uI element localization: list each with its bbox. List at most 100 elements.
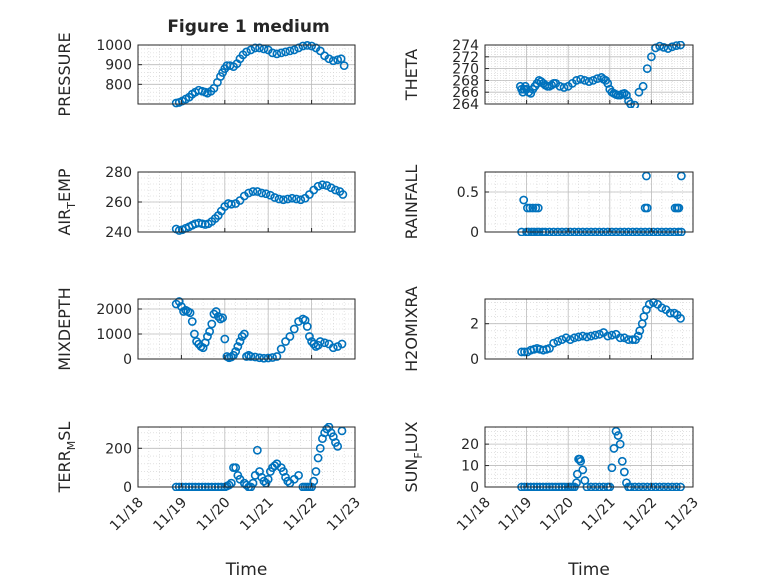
data-point — [272, 352, 282, 361]
data-point — [611, 426, 621, 436]
data-point — [547, 80, 556, 90]
data-point — [231, 463, 241, 473]
x-tick-label: 11/20 — [537, 495, 577, 535]
data-point — [292, 194, 301, 204]
y-tick-label: 200 — [105, 441, 132, 457]
data-point — [333, 441, 343, 451]
marker-group — [517, 298, 685, 357]
y-tick-label: 10 — [461, 459, 479, 475]
data-point — [281, 337, 290, 346]
data-point — [555, 81, 565, 91]
data-point — [250, 43, 260, 53]
data-point — [337, 426, 347, 436]
x-tick-label: 11/23 — [324, 495, 364, 535]
y-axis-label: H2OMIXRA — [402, 286, 421, 372]
data-point — [671, 41, 681, 50]
x-tick-label: 11/19 — [150, 495, 190, 535]
x-tick-label: 11/19 — [496, 495, 536, 535]
data-point — [517, 347, 527, 357]
data-point — [198, 343, 208, 353]
data-point — [307, 41, 316, 51]
data-point — [322, 181, 332, 190]
data-point — [667, 42, 677, 52]
data-point — [242, 47, 251, 57]
data-point — [281, 47, 290, 57]
y-tick-label: 272 — [452, 50, 479, 66]
subplot-pressure: 800 900 1000 PRESSURE Figure 1 medium — [55, 17, 356, 117]
data-point — [296, 195, 306, 205]
y-tick-label: 280 — [105, 165, 132, 181]
data-point — [285, 46, 295, 56]
data-point — [630, 100, 640, 108]
data-point — [642, 171, 651, 181]
data-point — [525, 203, 535, 213]
data-point — [576, 456, 586, 466]
data-point — [328, 343, 338, 353]
data-point — [615, 333, 625, 343]
data-point — [246, 45, 256, 55]
data-point — [250, 352, 260, 362]
data-point — [315, 443, 325, 453]
data-point — [270, 193, 280, 202]
y-tick-label: 2000 — [96, 302, 132, 318]
data-point — [307, 337, 316, 346]
y-tick-label: 268 — [452, 73, 479, 89]
data-point — [609, 444, 619, 453]
data-point — [647, 52, 656, 62]
data-point — [595, 329, 604, 339]
data-point — [580, 76, 590, 85]
data-point — [549, 338, 559, 348]
x-axis-label: Time — [225, 560, 268, 580]
data-point — [203, 332, 212, 341]
data-point — [276, 344, 286, 354]
data-point — [519, 195, 529, 205]
data-point — [276, 48, 286, 58]
data-point — [239, 329, 249, 339]
y-axis-label: RAINFALL — [402, 165, 421, 240]
data-point — [305, 332, 314, 341]
data-point — [572, 478, 581, 488]
data-point — [557, 335, 567, 344]
data-point — [336, 54, 346, 64]
data-point — [246, 352, 256, 361]
data-point — [315, 46, 325, 56]
data-point — [207, 319, 217, 329]
data-point — [233, 342, 243, 351]
data-point — [607, 330, 617, 340]
x-tick-label: 11/22 — [281, 495, 321, 535]
y-axis-label: SUNFLUX — [402, 421, 425, 492]
data-point — [324, 54, 334, 64]
data-point — [244, 188, 254, 198]
data-point — [268, 48, 277, 58]
axes-box — [484, 298, 694, 360]
data-point — [338, 190, 348, 199]
marker-group — [171, 423, 347, 491]
data-point — [287, 193, 297, 203]
data-point — [584, 77, 594, 86]
data-point — [192, 337, 201, 346]
figure-title: Figure 1 medium — [167, 17, 329, 37]
data-point — [642, 64, 652, 73]
axes-box — [137, 298, 356, 360]
data-point — [224, 480, 234, 490]
data-point — [651, 43, 660, 53]
data-point — [633, 331, 643, 341]
data-point — [553, 336, 563, 346]
data-point — [634, 87, 644, 97]
subplot-h2omixra: 0 2 H2OMIXRA — [402, 286, 694, 372]
data-point — [619, 333, 629, 343]
marker-group — [171, 180, 348, 235]
data-point — [576, 74, 586, 84]
axes-box — [484, 44, 694, 105]
data-point — [278, 195, 288, 205]
data-point — [283, 194, 293, 204]
data-point — [211, 307, 221, 316]
data-point — [528, 203, 538, 213]
data-point — [255, 353, 264, 363]
data-point — [617, 456, 627, 466]
y-tick-label: 1000 — [96, 327, 132, 343]
data-point — [588, 76, 598, 85]
data-point — [231, 347, 241, 356]
data-point — [638, 81, 648, 91]
y-tick-label: 1000 — [96, 38, 132, 54]
